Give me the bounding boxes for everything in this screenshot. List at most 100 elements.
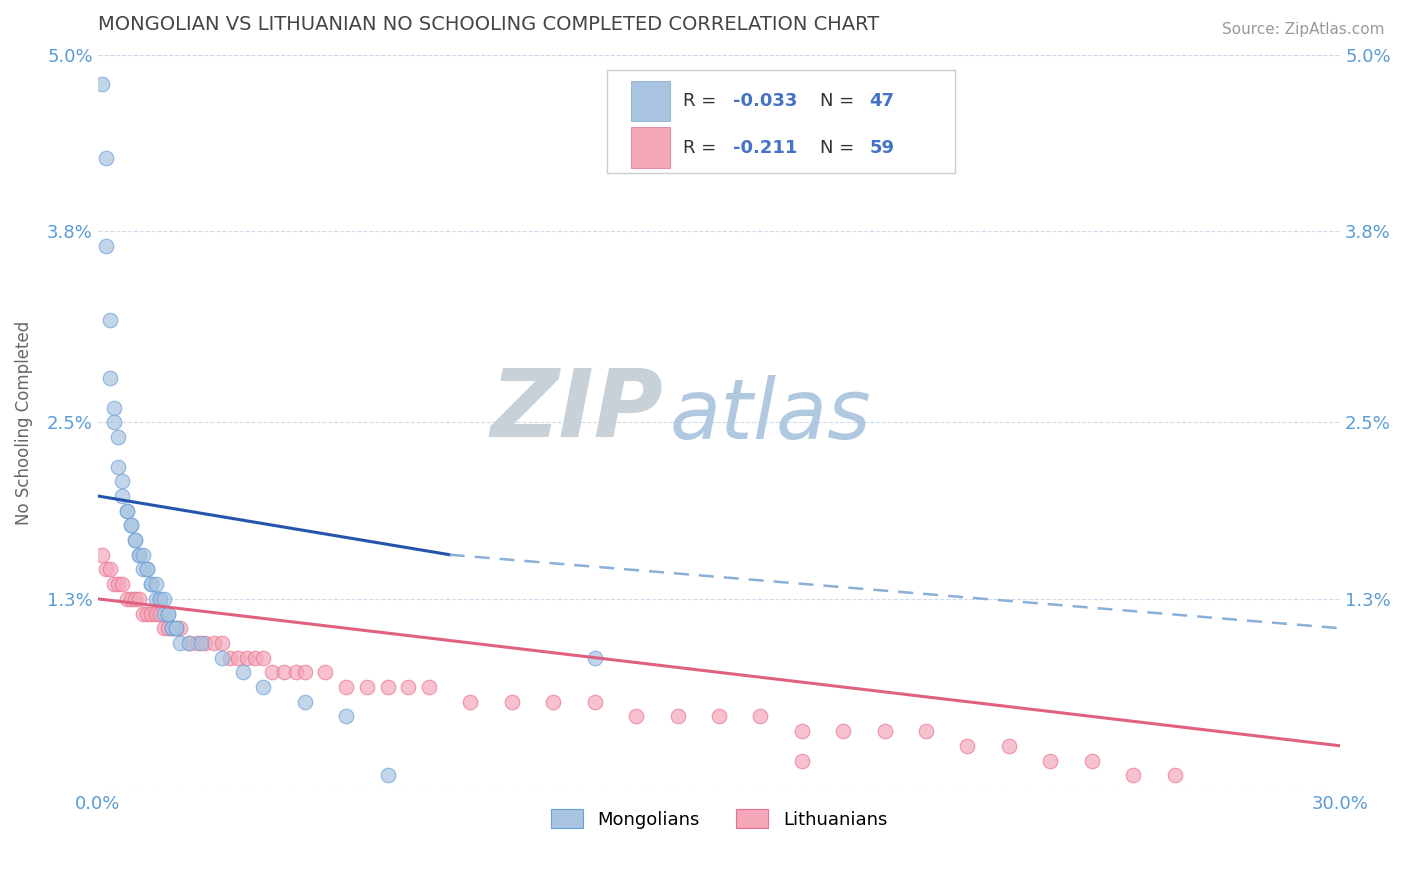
Point: [136, 607, 159, 621]
Point: [149, 591, 172, 606]
Point: [1039, 754, 1062, 768]
Point: [252, 680, 274, 694]
Point: [583, 695, 606, 709]
Point: [165, 621, 187, 635]
Point: [666, 709, 689, 723]
Point: [211, 636, 233, 650]
Point: [211, 650, 233, 665]
Point: [128, 548, 150, 562]
Point: [136, 562, 159, 576]
Point: [160, 621, 183, 635]
Point: [169, 636, 191, 650]
Point: [115, 503, 138, 517]
Point: [160, 621, 183, 635]
Point: [790, 754, 813, 768]
Text: -0.211: -0.211: [733, 139, 797, 157]
Point: [136, 562, 159, 576]
Point: [145, 577, 167, 591]
Point: [157, 607, 180, 621]
Text: MONGOLIAN VS LITHUANIAN NO SCHOOLING COMPLETED CORRELATION CHART: MONGOLIAN VS LITHUANIAN NO SCHOOLING COM…: [97, 15, 879, 34]
Point: [128, 548, 150, 562]
Point: [157, 607, 180, 621]
Point: [124, 591, 146, 606]
Point: [120, 591, 142, 606]
Point: [94, 151, 117, 165]
Text: ZIP: ZIP: [491, 366, 664, 458]
Point: [194, 636, 217, 650]
Point: [165, 621, 187, 635]
Point: [115, 591, 138, 606]
Point: [235, 650, 257, 665]
Point: [294, 665, 316, 680]
Point: [285, 665, 308, 680]
Y-axis label: No Schooling Completed: No Schooling Completed: [15, 320, 32, 524]
Point: [243, 650, 266, 665]
Text: -0.033: -0.033: [733, 92, 797, 111]
Point: [956, 739, 979, 753]
Point: [120, 518, 142, 533]
Point: [141, 577, 163, 591]
Point: [103, 401, 125, 415]
Point: [145, 591, 167, 606]
Point: [232, 665, 254, 680]
Point: [115, 503, 138, 517]
Point: [583, 650, 606, 665]
Text: N =: N =: [820, 139, 859, 157]
FancyBboxPatch shape: [631, 128, 671, 168]
Point: [228, 650, 250, 665]
Text: Source: ZipAtlas.com: Source: ZipAtlas.com: [1222, 22, 1385, 37]
Point: [120, 518, 142, 533]
Point: [90, 78, 112, 92]
Point: [169, 621, 191, 635]
Point: [273, 665, 295, 680]
Point: [149, 591, 172, 606]
Point: [377, 680, 399, 694]
Text: 47: 47: [869, 92, 894, 111]
Point: [94, 562, 117, 576]
Point: [141, 577, 163, 591]
Point: [90, 548, 112, 562]
Point: [832, 724, 855, 739]
Point: [98, 312, 121, 326]
Point: [749, 709, 772, 723]
Text: 59: 59: [869, 139, 894, 157]
Point: [460, 695, 482, 709]
Point: [111, 577, 134, 591]
Point: [98, 562, 121, 576]
Point: [998, 739, 1021, 753]
Point: [314, 665, 336, 680]
Point: [541, 695, 564, 709]
FancyBboxPatch shape: [607, 70, 955, 172]
Point: [501, 695, 523, 709]
Point: [107, 430, 129, 444]
Point: [124, 533, 146, 547]
Point: [177, 636, 200, 650]
Point: [1163, 768, 1185, 782]
Point: [153, 607, 176, 621]
Point: [418, 680, 440, 694]
Point: [790, 724, 813, 739]
Point: [160, 621, 183, 635]
Point: [1122, 768, 1144, 782]
Point: [707, 709, 730, 723]
Text: R =: R =: [683, 139, 721, 157]
Text: N =: N =: [820, 92, 859, 111]
Point: [624, 709, 647, 723]
Text: R =: R =: [683, 92, 721, 111]
Point: [145, 607, 167, 621]
Point: [1080, 754, 1102, 768]
Point: [124, 533, 146, 547]
Text: atlas: atlas: [669, 375, 870, 456]
Point: [107, 459, 129, 474]
Point: [103, 416, 125, 430]
Point: [377, 768, 399, 782]
Point: [132, 548, 155, 562]
Point: [128, 591, 150, 606]
Point: [252, 650, 274, 665]
Point: [335, 709, 357, 723]
Point: [165, 621, 187, 635]
Point: [132, 562, 155, 576]
Point: [335, 680, 357, 694]
Point: [98, 371, 121, 385]
Point: [356, 680, 378, 694]
